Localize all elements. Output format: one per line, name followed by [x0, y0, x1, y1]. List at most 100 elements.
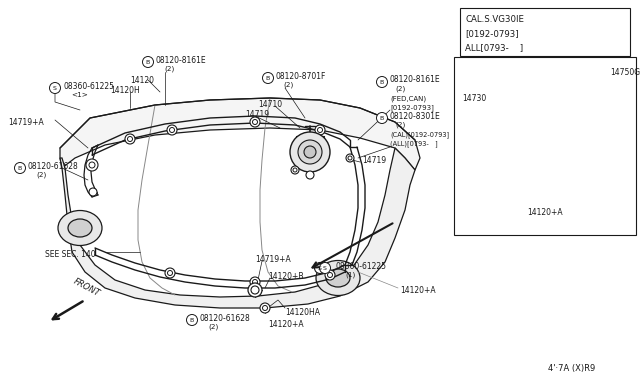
- Circle shape: [325, 270, 335, 280]
- Circle shape: [348, 156, 352, 160]
- Circle shape: [127, 137, 132, 141]
- Polygon shape: [60, 148, 415, 308]
- Circle shape: [248, 283, 262, 297]
- Text: 14750G: 14750G: [610, 68, 640, 77]
- Circle shape: [89, 162, 95, 168]
- Circle shape: [165, 268, 175, 278]
- Circle shape: [253, 119, 257, 125]
- Text: B: B: [380, 80, 384, 84]
- Text: 08120-8301E: 08120-8301E: [390, 112, 441, 121]
- Circle shape: [143, 57, 154, 67]
- Text: (CAL)[0192-0793]: (CAL)[0192-0793]: [390, 131, 449, 138]
- Text: 14120HA: 14120HA: [285, 308, 320, 317]
- Circle shape: [170, 128, 175, 132]
- Circle shape: [186, 314, 198, 326]
- Circle shape: [618, 128, 623, 132]
- Text: SEE SEC. 140: SEE SEC. 140: [45, 250, 95, 259]
- Text: (FED,CAN): (FED,CAN): [390, 95, 426, 102]
- Ellipse shape: [68, 219, 92, 237]
- Bar: [454, 57, 636, 235]
- Circle shape: [15, 163, 26, 173]
- Text: 14719: 14719: [362, 156, 386, 165]
- Text: 08120-61628: 08120-61628: [28, 162, 79, 171]
- Circle shape: [315, 125, 325, 135]
- Text: [0192-0793]: [0192-0793]: [390, 104, 434, 111]
- Circle shape: [251, 286, 259, 294]
- Text: (2): (2): [395, 85, 405, 92]
- Circle shape: [346, 154, 354, 162]
- Circle shape: [262, 305, 268, 311]
- Circle shape: [484, 190, 496, 202]
- Text: 14120+A: 14120+A: [268, 320, 303, 329]
- Text: 14120+A: 14120+A: [400, 286, 436, 295]
- Text: [0192-0793]: [0192-0793]: [465, 29, 518, 38]
- Text: (2): (2): [36, 172, 46, 179]
- Text: (2): (2): [208, 324, 218, 330]
- Text: B: B: [18, 166, 22, 170]
- Circle shape: [298, 140, 322, 164]
- Circle shape: [306, 171, 314, 179]
- Text: ALL[0793-    ]: ALL[0793- ]: [465, 43, 523, 52]
- Ellipse shape: [316, 260, 360, 295]
- Text: 14719+A: 14719+A: [255, 255, 291, 264]
- Circle shape: [546, 167, 554, 175]
- Circle shape: [328, 273, 333, 278]
- Text: (2): (2): [164, 66, 174, 73]
- Circle shape: [314, 263, 326, 273]
- Text: 14120+B: 14120+B: [268, 272, 303, 281]
- Circle shape: [125, 134, 135, 144]
- Text: S: S: [318, 266, 322, 270]
- Bar: [460, 8, 630, 56]
- Text: 4'·7A (X)R9: 4'·7A (X)R9: [548, 364, 595, 372]
- Text: (ALL)[0793-   ]: (ALL)[0793- ]: [390, 140, 438, 147]
- Text: 08120-61628: 08120-61628: [200, 314, 251, 323]
- Circle shape: [317, 128, 323, 132]
- Circle shape: [290, 132, 330, 172]
- Text: 08360-61225: 08360-61225: [335, 262, 386, 271]
- Text: 14120: 14120: [130, 76, 154, 85]
- Circle shape: [89, 188, 97, 196]
- Circle shape: [293, 168, 297, 172]
- Text: 08120-8701F: 08120-8701F: [276, 72, 326, 81]
- Circle shape: [516, 169, 524, 177]
- Circle shape: [260, 303, 270, 313]
- Text: CAL.S.VG30IE: CAL.S.VG30IE: [465, 15, 524, 24]
- Circle shape: [253, 279, 257, 285]
- Ellipse shape: [58, 211, 102, 246]
- Circle shape: [376, 77, 387, 87]
- Text: 08360-61225: 08360-61225: [63, 82, 114, 91]
- Circle shape: [474, 77, 482, 85]
- Text: B: B: [380, 115, 384, 121]
- Text: FRONT: FRONT: [72, 276, 102, 298]
- Text: 14710: 14710: [258, 100, 282, 109]
- Text: 14719+A: 14719+A: [8, 118, 44, 127]
- Text: 14719: 14719: [245, 110, 269, 119]
- Circle shape: [319, 263, 330, 273]
- Text: <1>: <1>: [71, 92, 88, 98]
- Circle shape: [615, 125, 625, 135]
- Text: B: B: [266, 76, 270, 80]
- Text: (2): (2): [395, 122, 405, 128]
- Text: B: B: [190, 317, 194, 323]
- Circle shape: [476, 79, 480, 83]
- Polygon shape: [60, 98, 420, 170]
- Text: 14120+A: 14120+A: [527, 208, 563, 217]
- Text: (1): (1): [345, 272, 355, 279]
- Circle shape: [250, 277, 260, 287]
- Circle shape: [167, 125, 177, 135]
- Text: 14730: 14730: [462, 94, 486, 103]
- Text: S: S: [53, 86, 57, 90]
- Circle shape: [49, 83, 61, 93]
- Circle shape: [487, 193, 493, 199]
- Circle shape: [304, 146, 316, 158]
- Circle shape: [250, 117, 260, 127]
- Text: (2): (2): [283, 82, 293, 89]
- Text: 08120-8161E: 08120-8161E: [390, 75, 440, 84]
- Circle shape: [168, 270, 173, 276]
- Text: S: S: [323, 266, 327, 270]
- Text: 08120-8161E: 08120-8161E: [156, 56, 207, 65]
- Circle shape: [376, 112, 387, 124]
- Circle shape: [86, 159, 98, 171]
- Ellipse shape: [326, 269, 350, 287]
- Text: 14120H: 14120H: [110, 86, 140, 95]
